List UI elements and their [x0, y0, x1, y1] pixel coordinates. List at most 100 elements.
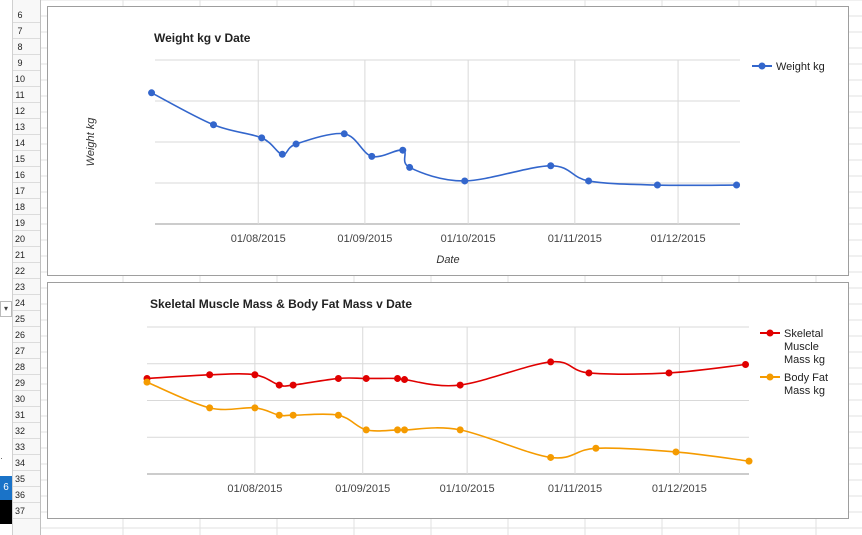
data-point [547, 453, 555, 461]
data-point [275, 381, 283, 389]
row-number[interactable]: 29 [0, 375, 40, 391]
data-point [401, 376, 409, 384]
legend-label-fat-2: Mass kg [784, 385, 825, 397]
row-number[interactable]: 37 [0, 503, 40, 519]
row-number[interactable]: 31 [0, 407, 40, 423]
selected-cell[interactable]: 6 [0, 476, 12, 500]
row-number[interactable]: 36 [0, 487, 40, 503]
data-point [289, 381, 297, 389]
row-number[interactable]: 7 [0, 23, 40, 39]
row-number[interactable]: 8 [0, 39, 40, 55]
row-number[interactable]: 22 [0, 263, 40, 279]
legend-marker-weight [758, 62, 766, 70]
data-point [592, 444, 600, 452]
legend-label-weight: Weight kg [776, 61, 825, 73]
legend-label-fat-1: Body Fat [784, 372, 828, 384]
row-number[interactable]: 23 [0, 279, 40, 295]
row-number[interactable]: 14 [0, 135, 40, 151]
row-number[interactable]: 24 [0, 295, 40, 311]
x-tick-label: 01/11/2015 [548, 483, 602, 495]
cell-marker: · [0, 453, 3, 463]
series-line [151, 92, 737, 187]
data-point [461, 177, 469, 185]
series-line [146, 360, 746, 387]
row-number[interactable]: 33 [0, 439, 40, 455]
data-point [334, 374, 342, 382]
legend-marker-fat [766, 373, 774, 381]
data-point [585, 177, 593, 185]
row-number[interactable]: 15 [0, 151, 40, 167]
muscle-fat-chart-svg: Skeletal Muscle Mass & Body Fat Mass v D… [143, 297, 828, 495]
data-point [394, 374, 402, 382]
data-point [362, 374, 370, 382]
row-number[interactable]: 6 [0, 7, 40, 23]
row-number[interactable]: 21 [0, 247, 40, 263]
data-point [143, 378, 151, 386]
data-point [547, 358, 555, 366]
data-point [394, 426, 402, 434]
data-point [210, 121, 217, 129]
column-left-strip [0, 0, 13, 535]
data-point [278, 150, 286, 158]
data-point [251, 371, 259, 379]
row-number[interactable]: 25 [0, 311, 40, 327]
row-number[interactable]: 20 [0, 231, 40, 247]
row-number[interactable]: 34 [0, 455, 40, 471]
data-point [340, 130, 348, 138]
x-axis-title: Date [436, 254, 459, 266]
y-axis-title: Weight kg [85, 117, 97, 167]
data-point [334, 411, 342, 419]
x-tick-label: 01/10/2015 [440, 483, 495, 495]
legend-label-muscle-3: Mass kg [784, 354, 825, 366]
row-number[interactable]: 28 [0, 359, 40, 375]
row-number[interactable]: 11 [0, 87, 40, 103]
chart-title: Skeletal Muscle Mass & Body Fat Mass v D… [150, 297, 412, 311]
muscle-fat-chart[interactable]: Skeletal Muscle Mass & Body Fat Mass v D… [47, 282, 849, 519]
data-point [733, 181, 741, 189]
data-point [206, 371, 214, 379]
row-number[interactable]: 30 [0, 391, 40, 407]
series-line [146, 381, 750, 462]
data-point [258, 134, 266, 142]
row-number[interactable]: 18 [0, 199, 40, 215]
x-tick-label: 01/08/2015 [231, 233, 286, 245]
data-point [653, 181, 661, 189]
row-number[interactable]: 32 [0, 423, 40, 439]
row-number[interactable]: 13 [0, 119, 40, 135]
data-point [275, 411, 283, 419]
data-point [251, 404, 259, 412]
weight-chart-svg: Weight kg v Date Weight kg Date Weight k… [85, 31, 825, 266]
row-number[interactable]: 10 [0, 71, 40, 87]
x-tick-label: 01/09/2015 [337, 233, 392, 245]
data-point [148, 89, 156, 97]
row-number[interactable]: 19 [0, 215, 40, 231]
data-point [456, 426, 464, 434]
data-point [406, 163, 414, 171]
legend-label-muscle-2: Muscle [784, 341, 819, 353]
data-point [745, 457, 753, 465]
weight-chart[interactable]: Weight kg v Date Weight kg Date Weight k… [47, 6, 849, 276]
dropdown-arrow-icon[interactable]: ▾ [0, 301, 12, 317]
x-tick-label: 01/10/2015 [441, 233, 496, 245]
chart-title: Weight kg v Date [154, 31, 251, 45]
row-number[interactable]: 17 [0, 183, 40, 199]
x-tick-label: 01/08/2015 [227, 483, 282, 495]
row-number[interactable]: 9 [0, 55, 40, 71]
x-tick-label: 01/09/2015 [335, 483, 390, 495]
data-point [399, 146, 407, 154]
data-point [547, 162, 555, 170]
data-point [362, 426, 370, 434]
data-point [292, 140, 300, 148]
data-point [585, 369, 593, 377]
x-tick-label: 01/12/2015 [652, 483, 707, 495]
row-number[interactable]: 35 [0, 471, 40, 487]
x-tick-label: 01/11/2015 [548, 233, 602, 245]
row-number[interactable]: 27 [0, 343, 40, 359]
row-number[interactable]: 16 [0, 167, 40, 183]
row-number[interactable]: 12 [0, 103, 40, 119]
data-point [401, 426, 409, 434]
data-point [456, 381, 464, 389]
legend-label-muscle-1: Skeletal [784, 328, 823, 340]
data-point [665, 369, 673, 377]
row-number[interactable]: 26 [0, 327, 40, 343]
